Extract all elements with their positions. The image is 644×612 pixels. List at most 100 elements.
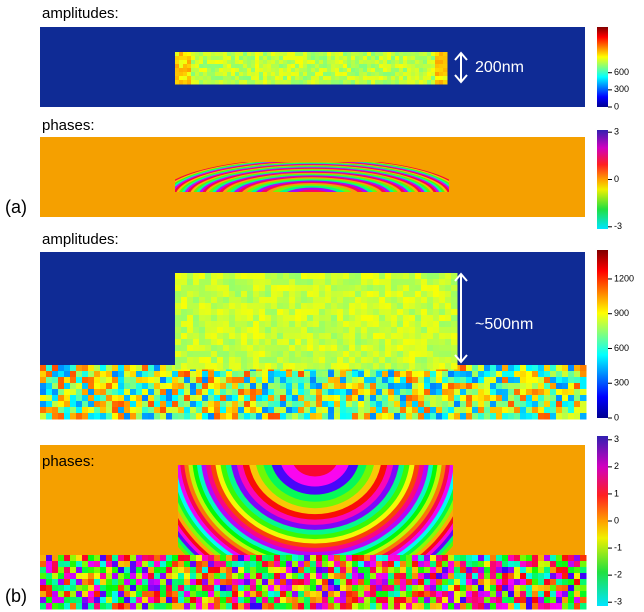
- pixel: [391, 345, 398, 352]
- pixel: [247, 297, 254, 304]
- pixel: [82, 561, 89, 568]
- pixel: [538, 383, 545, 390]
- pixel: [239, 76, 244, 81]
- pixel: [82, 597, 89, 604]
- pixel: [349, 303, 356, 310]
- pixel: [394, 401, 401, 408]
- pixel: [148, 395, 155, 402]
- pixel: [94, 365, 101, 372]
- pixel: [112, 413, 119, 420]
- pixel: [82, 585, 89, 592]
- pixel: [82, 555, 89, 562]
- pixel: [193, 345, 200, 352]
- pixel: [445, 321, 452, 328]
- pixel: [292, 371, 299, 378]
- pixel: [298, 371, 305, 378]
- pixel: [130, 591, 137, 598]
- pixel: [379, 60, 384, 65]
- pixel: [526, 567, 533, 574]
- pixel: [358, 407, 365, 414]
- pixel: [190, 567, 197, 574]
- pixel: [64, 555, 71, 562]
- pixel: [448, 377, 455, 384]
- pixel: [364, 389, 371, 396]
- pixel: [286, 407, 293, 414]
- pixel: [394, 573, 401, 580]
- pixel: [406, 597, 413, 604]
- pixel: [454, 377, 461, 384]
- pixel: [352, 561, 359, 568]
- pixel: [412, 597, 419, 604]
- pixel: [331, 80, 336, 85]
- pixel: [490, 401, 497, 408]
- pixel: [445, 285, 452, 292]
- pixel: [411, 72, 416, 77]
- pixel: [391, 52, 396, 57]
- pixel: [382, 377, 389, 384]
- pixel: [352, 383, 359, 390]
- pixel: [46, 389, 53, 396]
- pixel: [331, 297, 338, 304]
- pixel: [52, 395, 59, 402]
- pixel: [472, 585, 479, 592]
- pixel: [538, 567, 545, 574]
- pixel: [403, 64, 408, 69]
- pixel: [520, 389, 527, 396]
- pixel: [124, 597, 131, 604]
- pixel: [196, 603, 203, 610]
- pixel: [394, 389, 401, 396]
- pixel: [263, 56, 268, 61]
- pixel: [347, 64, 352, 69]
- pixel: [148, 371, 155, 378]
- pixel: [346, 567, 353, 574]
- pixel: [211, 351, 218, 358]
- pixel: [514, 401, 521, 408]
- pixel: [220, 407, 227, 414]
- pixel: [454, 383, 461, 390]
- pixel: [454, 579, 461, 586]
- pixel: [550, 585, 557, 592]
- pixel: [239, 52, 244, 57]
- pixel: [448, 371, 455, 378]
- pixel: [52, 371, 59, 378]
- pixel: [301, 273, 308, 280]
- pixel: [241, 345, 248, 352]
- pixel: [520, 365, 527, 372]
- pixel: [361, 291, 368, 298]
- pixel: [46, 395, 53, 402]
- pixel: [442, 567, 449, 574]
- pixel: [256, 579, 263, 586]
- pixel: [295, 56, 300, 61]
- pixel: [148, 573, 155, 580]
- pixel: [298, 395, 305, 402]
- pixel: [550, 597, 557, 604]
- pixel: [451, 285, 458, 292]
- pixel: [88, 561, 95, 568]
- pixel: [280, 567, 287, 574]
- pixel: [265, 321, 272, 328]
- pixel: [334, 567, 341, 574]
- pixel: [556, 377, 563, 384]
- pixel: [435, 80, 440, 85]
- pixel: [496, 389, 503, 396]
- pixel: [472, 561, 479, 568]
- pixel: [431, 80, 436, 85]
- pixel: [181, 351, 188, 358]
- pixel: [355, 291, 362, 298]
- pixel: [427, 309, 434, 316]
- pixel: [211, 52, 216, 57]
- pixel: [466, 395, 473, 402]
- pixel: [351, 52, 356, 57]
- pixel: [268, 389, 275, 396]
- pixel: [574, 389, 581, 396]
- pixel: [514, 585, 521, 592]
- pixel: [382, 597, 389, 604]
- pixel: [445, 273, 452, 280]
- pixel: [130, 579, 137, 586]
- pixel: [472, 365, 479, 372]
- pixel: [340, 579, 347, 586]
- pixel: [448, 603, 455, 610]
- pixel: [190, 413, 197, 420]
- pixel: [451, 363, 458, 370]
- pixel: [193, 363, 200, 370]
